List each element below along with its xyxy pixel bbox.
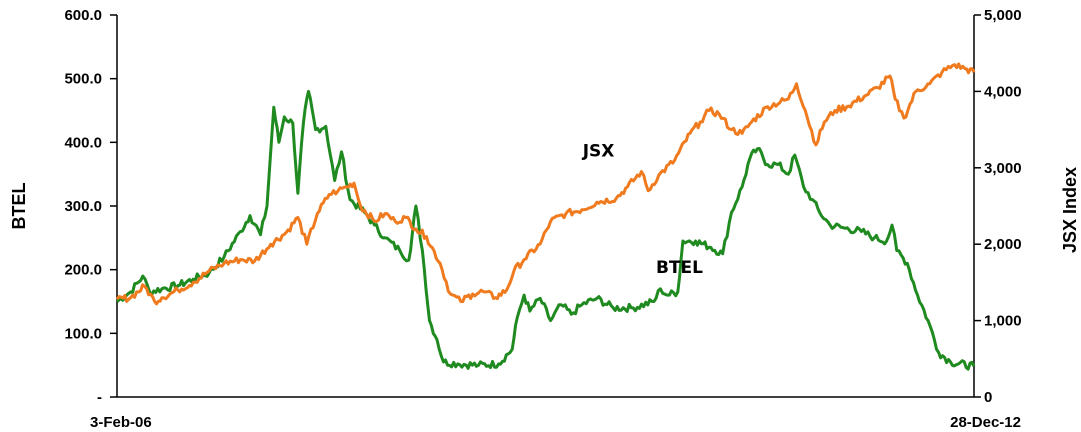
left-tick-label: 600.0 xyxy=(64,7,102,24)
left-tick-label: 400.0 xyxy=(64,134,102,151)
right-tick-label: 4,000 xyxy=(984,83,1022,100)
axes xyxy=(116,15,975,398)
right-tick-label: 1,000 xyxy=(984,313,1022,330)
series-label-btel: BTEL xyxy=(656,258,703,278)
x-tick-label-start: 3-Feb-06 xyxy=(90,414,152,431)
series-line-btel xyxy=(116,89,976,371)
x-tick-label-end: 28-Dec-12 xyxy=(950,414,1021,431)
right-tick-label: 2,000 xyxy=(984,236,1022,253)
x-axis-ticks: 3-Feb-06 28-Dec-12 xyxy=(90,414,1021,431)
series-layer xyxy=(115,62,976,371)
right-tick-label: 3,000 xyxy=(984,160,1022,177)
series-label-jsx: JSX xyxy=(582,141,615,161)
series-labels: BTEL JSX xyxy=(582,141,703,278)
y-left-axis-title: BTEL xyxy=(9,183,29,230)
y-right-axis-title: JSX Index xyxy=(1060,167,1080,253)
right-tick-label: 0 xyxy=(984,389,992,406)
left-tick-label: 200.0 xyxy=(64,262,102,279)
left-tick-label: 300.0 xyxy=(64,198,102,215)
left-tick-label: - xyxy=(97,389,102,406)
left-tick-label: 500.0 xyxy=(64,71,102,88)
left-axis-ticks: - 100.0 200.0 300.0 400.0 500.0 600.0 xyxy=(64,7,117,406)
right-axis-ticks: 0 1,000 2,000 3,000 4,000 5,000 xyxy=(974,7,1022,406)
right-tick-label: 5,000 xyxy=(984,7,1022,24)
left-tick-label: 100.0 xyxy=(64,325,102,342)
series-line-jsx xyxy=(115,62,976,306)
